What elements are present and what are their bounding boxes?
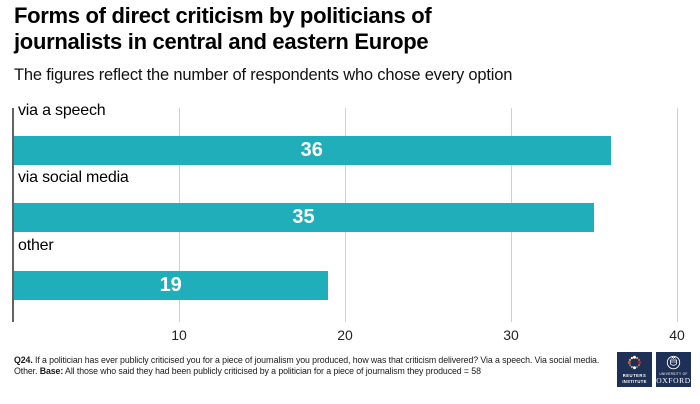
page-title-line1: Forms of direct criticism by politicians… (14, 3, 432, 28)
oxford-logo-line1: UNIVERSITY OF (659, 372, 688, 376)
x-axis-tick-label: 30 (503, 327, 519, 343)
question-label: Q24. (14, 355, 33, 365)
reuters-logo-line1: REUTERS (622, 373, 647, 378)
base-text: All those who said they had been publicl… (63, 366, 481, 376)
reuters-institute-logo: REUTERS INSTITUTE (617, 352, 652, 387)
bar-rows: via a speech 36 via social media 35 other 19 (13, 100, 677, 302)
oxford-logo-line2: OXFORD (656, 375, 691, 385)
base-label: Base: (39, 366, 64, 376)
bar: 19 (13, 270, 329, 300)
oxford-crest-icon (656, 352, 691, 387)
oxford-university-logo: UNIVERSITY OF OXFORD (656, 352, 691, 387)
source-note: Q24. If a politician has ever publicly c… (14, 355, 614, 377)
bar-row: via a speech 36 (13, 100, 677, 167)
bar-value-label: 19 (159, 273, 182, 296)
bar: 35 (13, 203, 594, 233)
page-title-line2: journalists in central and eastern Europ… (14, 29, 429, 54)
bar-row: other 19 (13, 235, 677, 302)
x-axis: 10 20 30 40 (13, 327, 685, 345)
category-label: other (18, 236, 54, 254)
x-axis-tick-label: 40 (669, 327, 685, 343)
logo-bar: REUTERS INSTITUTE UNIVERSITY OF OXFORD (617, 352, 691, 387)
bar-value-label: 36 (300, 139, 323, 161)
y-axis-line (12, 108, 14, 322)
page-title: Forms of direct criticism by politicians… (14, 3, 432, 55)
bar: 36 (13, 136, 611, 165)
reuters-dots-icon (617, 352, 652, 387)
reuters-logo-line2: INSTITUTE (622, 378, 647, 384)
category-label: via a speech (18, 102, 106, 119)
bar-value-label: 35 (292, 206, 315, 229)
x-axis-tick-label: 10 (171, 327, 187, 343)
question-text: If a politician has ever publicly critic… (14, 355, 600, 376)
gridline (677, 108, 678, 322)
plot-area: via a speech 36 via social media 35 other 19 (12, 100, 678, 322)
bar-row: via social media 35 (13, 167, 677, 234)
chart-subtitle: The figures reflect the number of respon… (14, 66, 513, 84)
category-label: via social media (18, 169, 129, 187)
x-axis-tick-label: 20 (337, 327, 353, 343)
